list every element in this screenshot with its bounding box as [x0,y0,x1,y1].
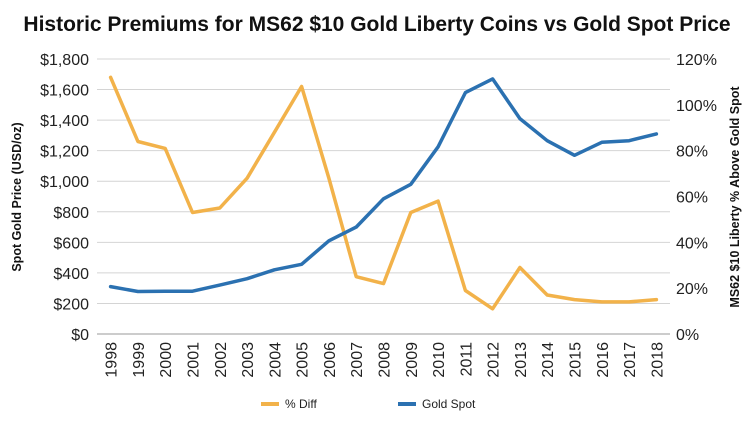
right-axis-ticks: 0% 20% 40% 60% 80% 100% 120% [676,52,717,344]
left-tick-label: $1,400 [40,113,89,130]
series-line-diff [108,75,659,311]
right-tick-label: 80% [676,144,708,161]
right-tick-label: 20% [676,281,708,298]
legend-label-diff: % Diff [285,397,317,411]
x-tick-label: 2014 [540,342,557,378]
right-tick-label: 40% [676,235,708,252]
x-tick-label: 2007 [349,342,366,378]
x-tick-label: 2001 [186,342,203,378]
chart-title: Historic Premiums for MS62 $10 Gold Libe… [23,13,730,36]
series-line-gold-spot [108,77,659,294]
series-lines [108,75,659,311]
left-axis-label: Spot Gold Price (USD/oz) [10,122,24,271]
left-axis-ticks: $0 $200 $400 $600 $800 $1,000 $1,200 $1,400 $1,6… [40,52,89,344]
x-tick-label: 2006 [322,342,339,378]
x-tick-label: 2015 [568,342,585,378]
left-tick-label: $800 [53,205,89,222]
right-tick-label: 60% [676,190,708,207]
x-tick-label: 2011 [458,342,475,377]
x-tick-label: 2003 [240,342,257,378]
x-tick-label: 2013 [513,342,530,378]
left-tick-label: $400 [53,266,89,283]
x-tick-label: 2008 [377,342,394,378]
legend: % Diff Gold Spot [261,397,476,411]
x-tick-label: 2004 [267,342,284,378]
left-tick-label: $0 [71,327,89,344]
right-tick-label: 100% [676,98,717,115]
x-tick-label: 1999 [131,342,148,378]
x-tick-label: 2012 [486,342,503,378]
gridlines [97,58,670,335]
x-tick-label: 2005 [295,342,312,378]
left-tick-label: $200 [53,296,89,313]
x-tick-label: 2002 [213,342,230,378]
right-axis-label: MS62 $10 Liberty % Above Gold Spot [728,86,742,308]
x-tick-label: 2000 [158,342,175,378]
x-tick-label: 2016 [595,342,612,378]
legend-label-gold-spot: Gold Spot [422,397,476,411]
left-tick-label: $1,000 [40,174,89,191]
left-tick-label: $1,600 [40,83,89,100]
right-tick-label: 120% [676,52,717,69]
right-tick-label: 0% [676,327,699,344]
x-tick-label: 2010 [431,342,448,378]
x-tick-label: 1998 [104,342,121,378]
left-tick-label: $1,800 [40,52,89,69]
x-tick-label: 2009 [404,342,421,378]
x-tick-label: 2018 [649,342,666,378]
left-tick-label: $600 [53,235,89,252]
x-axis-ticks: 1998 1999 2000 2001 2002 2003 2004 2005 2006 2007… [104,342,667,378]
left-tick-label: $1,200 [40,144,89,161]
x-tick-label: 2017 [622,342,639,378]
